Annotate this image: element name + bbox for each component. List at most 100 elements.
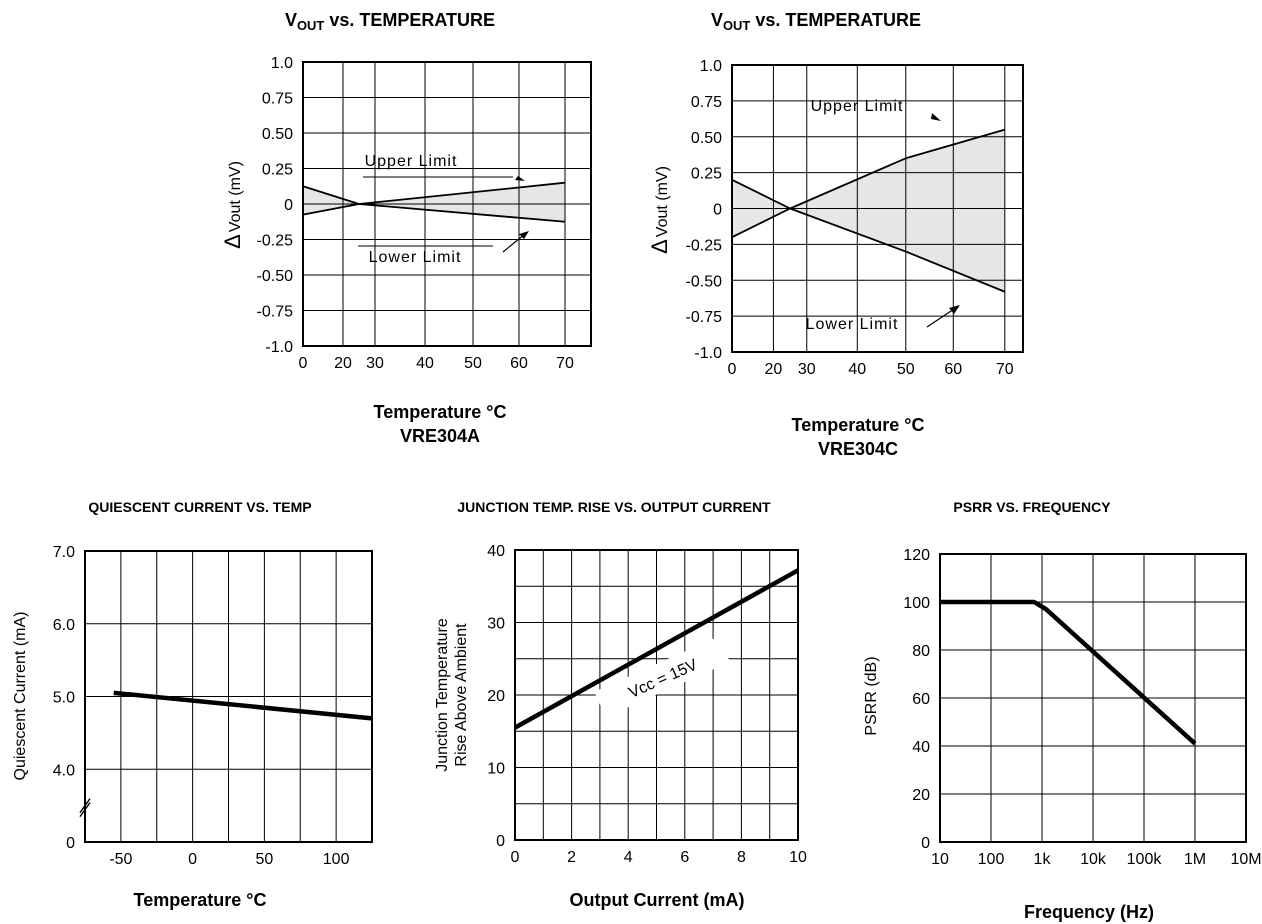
y-tick-label: 0.50 [262, 126, 293, 143]
x-tick-label: 20 [334, 355, 352, 372]
y-tick-label: 6.0 [53, 617, 75, 634]
x-tick-label: 0 [728, 361, 737, 378]
chart-title: VOUT vs. TEMPERATURE [711, 10, 921, 33]
y-tick-label: 7.0 [53, 544, 75, 561]
y-tick-label: 5.0 [53, 690, 75, 707]
series-line [731, 128, 1006, 239]
x-axis-subtitle: VRE304C [818, 439, 898, 459]
plot-frame [302, 61, 592, 347]
series-line [113, 690, 373, 721]
annotation-lower-limit: Lower Limit [806, 316, 899, 333]
x-tick-label: 50 [255, 851, 273, 868]
chart-junction-temp-rise: JUNCTION TEMP. RISE VS. OUTPUT CURRENT 0… [400, 480, 830, 924]
x-axis-subtitle: VRE304A [400, 426, 480, 446]
plot-area: 0 20 30 40 50 60 70 1.0 0.75 0.50 0.25 0 -0.25 -0.50 -… [257, 55, 592, 372]
y-tick-label: 0.25 [262, 162, 293, 179]
x-tick-label: 30 [798, 361, 816, 378]
plot-frame [514, 549, 799, 841]
chart-svg: VOUT vs. TEMPERATURE 0 20 30 40 50 60 70 1.0 0.7… [647, 10, 1024, 459]
x-tick-label: 70 [996, 361, 1014, 378]
chart-vout-temp-vre304c: VOUT vs. TEMPERATURE 0 20 30 40 50 60 70 1.0 0.7… [620, 0, 1040, 470]
arrow-head [515, 176, 525, 181]
y-tick-label: 40 [487, 543, 505, 560]
x-tick-label: 0 [188, 851, 197, 868]
y-tick-label: 30 [487, 616, 505, 633]
y-tick-label: 0 [66, 835, 75, 852]
y-tick-label: 10 [487, 761, 505, 778]
x-tick-label: 0 [299, 355, 308, 372]
x-tick-label: 10M [1230, 851, 1261, 868]
y-axis-title-2: Rise Above Ambient [453, 623, 470, 767]
x-axis-title: Output Current (mA) [570, 890, 745, 910]
y-tick-label: 4.0 [53, 762, 75, 779]
arrow-head [949, 305, 960, 314]
y-tick-label: 0 [284, 197, 293, 214]
x-axis-title: Temperature °C [374, 402, 507, 422]
y-tick-label: 20 [487, 688, 505, 705]
chart-title: VOUT vs. TEMPERATURE [285, 10, 495, 33]
x-axis-title: Frequency (Hz) [1024, 902, 1154, 922]
y-tick-label: 0.25 [691, 166, 722, 183]
y-tick-label: -0.25 [257, 233, 294, 250]
y-tick-label: 100 [903, 595, 930, 612]
arrow-shaft [502, 233, 526, 253]
x-tick-label: 100 [978, 851, 1005, 868]
series-line [940, 599, 1197, 746]
y-axis-title: Quiescent Current (mA) [12, 612, 29, 781]
y-tick-label: -0.75 [686, 309, 723, 326]
x-axis-title: Temperature °C [792, 415, 925, 435]
arrow-head [931, 113, 941, 121]
chart-vout-temp-vre304a: VOUT vs. TEMPERATURE 0 20 30 40 50 60 70 1.0 0.7… [200, 0, 620, 460]
x-tick-label: 6 [680, 849, 689, 866]
y-tick-label: -0.25 [686, 237, 723, 254]
axis-break-mark [79, 802, 91, 818]
y-axis-title: ΔVout (mV) [647, 166, 672, 254]
series-line [513, 568, 800, 730]
y-tick-label: 1.0 [271, 55, 293, 72]
x-tick-label: 0 [511, 849, 520, 866]
y-tick-label: -1.0 [694, 345, 722, 362]
x-tick-label: 50 [897, 361, 915, 378]
x-tick-label: 40 [848, 361, 866, 378]
chart-title: QUIESCENT CURRENT VS. TEMP [88, 499, 311, 515]
x-tick-label: 40 [416, 355, 434, 372]
x-tick-label: 10 [931, 851, 949, 868]
plot-area: 0 20 30 40 50 60 70 1.0 0.75 0.50 0.25 0 -0.25 -0.50 -… [686, 58, 1024, 378]
plot-frame [939, 553, 1247, 843]
x-tick-label: 30 [366, 355, 384, 372]
chart-svg: PSRR VS. FREQUENCY 10 100 1k 10k 100k 1M 10M 12… [863, 499, 1262, 922]
series-line [731, 178, 1006, 293]
plot-area: 10 100 1k 10k 100k 1M 10M 120 100 80 60 40 20 0 [903, 547, 1261, 868]
y-tick-label: 0 [713, 202, 722, 219]
x-tick-label: 50 [464, 355, 482, 372]
y-axis-title: PSRR (dB) [863, 656, 880, 735]
arrow-head [519, 231, 529, 239]
y-tick-label: 80 [912, 643, 930, 660]
chart-title: PSRR VS. FREQUENCY [953, 499, 1111, 515]
series-line [302, 203, 566, 223]
chart-quiescent-current: QUIESCENT CURRENT VS. TEMP -50 0 50 100 7.0 6… [0, 480, 400, 924]
y-tick-label: -0.75 [257, 304, 294, 321]
plot-frame [731, 64, 1024, 353]
x-tick-label: 8 [737, 849, 746, 866]
x-tick-label: 1k [1034, 851, 1052, 868]
x-tick-label: 1M [1184, 851, 1206, 868]
y-tick-label: -1.0 [265, 339, 293, 356]
axis-break-mark [79, 798, 91, 814]
y-tick-label: 0.50 [691, 130, 722, 147]
plot-frame [84, 550, 373, 843]
x-tick-label: 10k [1080, 851, 1107, 868]
chart-svg: JUNCTION TEMP. RISE VS. OUTPUT CURRENT 0… [434, 499, 807, 910]
annotation-upper-limit: Upper Limit [811, 98, 904, 115]
y-tick-label: -0.50 [257, 268, 294, 285]
annotation-bg [594, 636, 730, 718]
y-tick-label: 40 [912, 739, 930, 756]
plot-area: -50 0 50 100 7.0 6.0 5.0 4.0 0 [53, 544, 373, 868]
annotation-upper-limit: Upper Limit [365, 153, 458, 170]
y-tick-label: 20 [912, 787, 930, 804]
x-tick-label: 60 [944, 361, 962, 378]
y-tick-label: 0.75 [691, 94, 722, 111]
x-tick-label: 100 [323, 851, 350, 868]
x-tick-label: -50 [109, 851, 132, 868]
